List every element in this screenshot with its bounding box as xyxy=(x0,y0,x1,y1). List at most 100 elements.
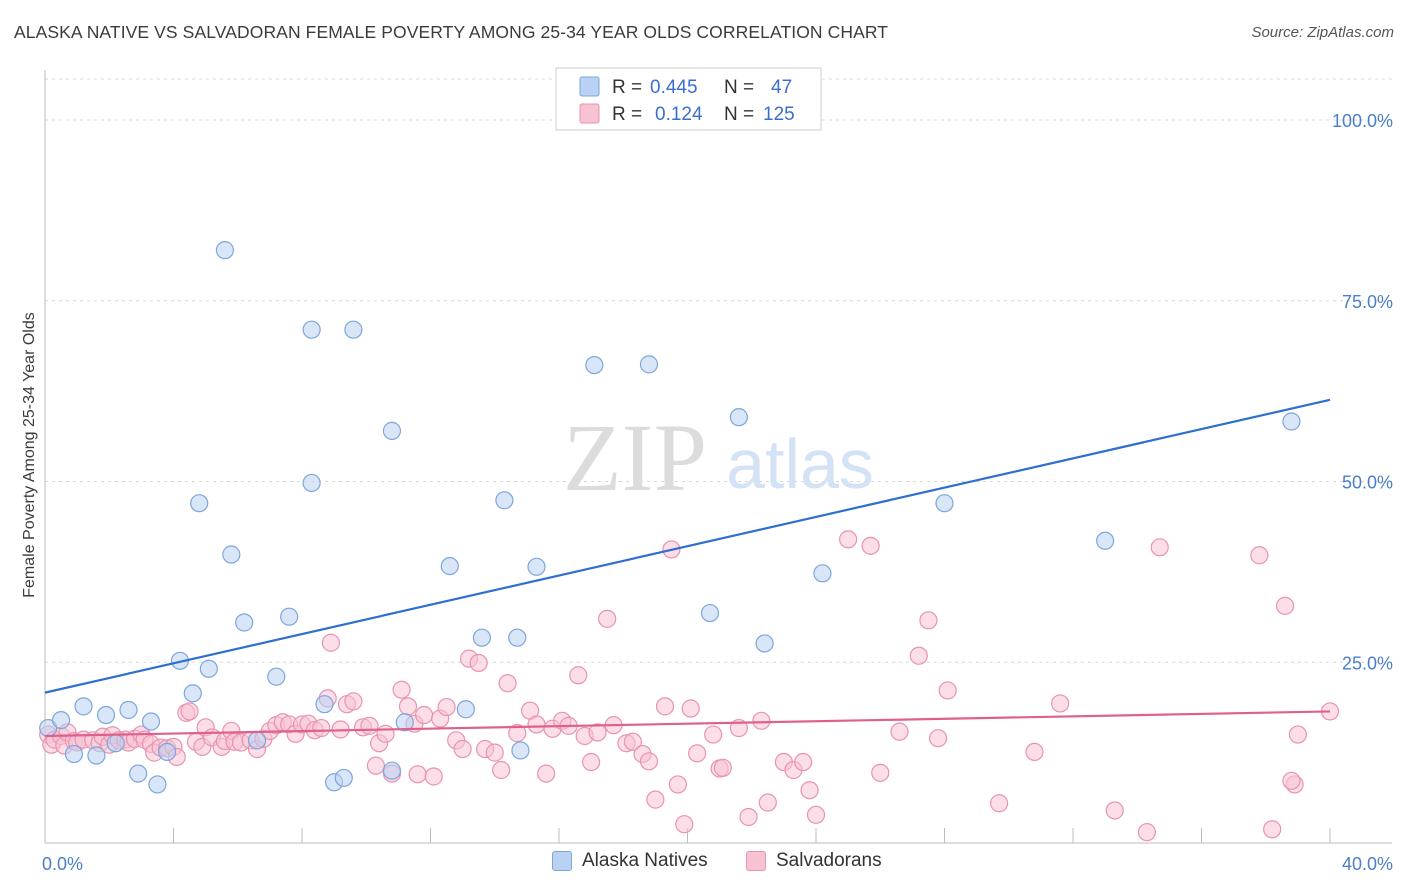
salvadoran-point-53 xyxy=(344,692,363,711)
alaska-point-2 xyxy=(64,744,84,764)
alaska-point-10 xyxy=(148,775,167,794)
legend-swatch-salvadorans xyxy=(579,103,600,124)
salvadoran-point-48 xyxy=(312,718,331,738)
salvadoran-point-102 xyxy=(713,758,732,777)
salvadoran-point-79 xyxy=(537,764,556,783)
salvadoran-point-123 xyxy=(1105,801,1124,820)
axes xyxy=(44,70,1392,844)
series-legend-swatch-pink xyxy=(746,851,766,871)
alaska-point-43 xyxy=(813,564,832,583)
salvadoran-point-100 xyxy=(704,725,723,744)
salvadoran-point-106 xyxy=(758,793,777,812)
gridlines xyxy=(45,78,1392,663)
alaska-point-9 xyxy=(141,712,161,731)
alaska-point-32 xyxy=(456,700,475,719)
salvadoran-point-105 xyxy=(752,711,771,730)
salvadoran-point-64 xyxy=(414,705,434,725)
salvadoran-point-83 xyxy=(569,666,588,685)
salvadoran-point-73 xyxy=(485,743,504,762)
watermark-zip: ZIP xyxy=(563,404,707,511)
salvadoran-point-97 xyxy=(675,815,694,834)
legend-n-label-1: N = xyxy=(724,77,754,98)
y-tick-label-25: 25.0% xyxy=(1342,653,1393,673)
salvadoran-point-127 xyxy=(1263,820,1282,839)
y-tick-label-100: 100.0% xyxy=(1332,111,1393,131)
chart-title: ALASKA NATIVE VS SALVADORAN FEMALE POVER… xyxy=(14,22,889,42)
salvadoran-point-86 xyxy=(588,723,607,742)
salvadoran-point-63 xyxy=(408,765,427,784)
series-legend-salvadorans: Salvadorans xyxy=(746,850,882,872)
salvadoran-point-130 xyxy=(1282,771,1301,790)
salvadoran-point-124 xyxy=(1137,823,1156,842)
legend-swatch-alaska-natives xyxy=(579,76,600,97)
legend-n-label-2: N = xyxy=(724,104,754,125)
alaska-point-17 xyxy=(222,545,241,564)
alaska-natives-points xyxy=(39,241,1301,794)
watermark-atlas: atlas xyxy=(726,425,874,503)
salvadoran-point-115 xyxy=(890,722,909,741)
salvadoran-point-61 xyxy=(398,697,418,716)
series-legend-swatch-blue xyxy=(552,851,572,871)
series-legend-alaska-natives: Alaska Natives xyxy=(552,850,708,872)
stats-legend: R = 0.445 N = 47 R = 0.124 N = 125 xyxy=(555,67,822,131)
salvadoran-point-113 xyxy=(861,536,880,555)
salvadoran-point-132 xyxy=(1288,725,1307,744)
alaska-point-11 xyxy=(157,742,177,762)
salvadoran-point-93 xyxy=(646,790,665,809)
alaska-point-21 xyxy=(280,607,299,626)
series-legend: Alaska Natives Salvadorans xyxy=(0,850,1406,880)
salvadoran-point-120 xyxy=(990,794,1009,813)
alaska-point-16 xyxy=(215,241,234,260)
alaska-point-45 xyxy=(1096,531,1115,550)
legend-r-value-2: 0.124 xyxy=(655,104,703,125)
salvadoran-point-90 xyxy=(623,732,642,751)
alaska-point-27 xyxy=(344,320,363,339)
legend-r-label-2: R = xyxy=(612,104,642,125)
alaska-point-40 xyxy=(700,603,720,623)
salvadoran-point-56 xyxy=(366,756,385,775)
salvadoran-point-92 xyxy=(639,752,659,771)
x-tick-label-min: 0.0% xyxy=(42,854,83,874)
alaska-point-23 xyxy=(302,320,321,339)
salvadoran-point-94 xyxy=(655,697,675,716)
alaska-point-33 xyxy=(472,628,491,647)
salvadoran-point-117 xyxy=(919,611,938,630)
salvadoran-point-60 xyxy=(392,680,411,699)
alaska-point-35 xyxy=(508,628,527,647)
alaska-point-6 xyxy=(106,734,125,753)
alaska-point-34 xyxy=(495,491,514,510)
salvadoran-point-118 xyxy=(928,729,948,748)
watermark: ZIP atlas xyxy=(563,404,874,511)
salvadoran-point-114 xyxy=(871,763,890,782)
y-tick-label-50: 50.0% xyxy=(1342,473,1393,493)
alaska-point-39 xyxy=(639,355,659,374)
salvadoran-point-27 xyxy=(180,702,199,721)
salvadoran-trend-line xyxy=(44,710,1331,738)
salvadoran-point-65 xyxy=(424,767,443,786)
salvadoran-point-104 xyxy=(739,807,758,827)
salvadoran-point-122 xyxy=(1051,694,1070,713)
alaska-point-8 xyxy=(129,764,148,783)
alaska-point-28 xyxy=(382,421,402,440)
salvadoran-point-71 xyxy=(469,653,488,673)
salvadoran-point-50 xyxy=(321,633,341,652)
alaska-point-31 xyxy=(440,556,459,576)
salvadoran-point-111 xyxy=(806,805,826,824)
alaska-point-14 xyxy=(190,494,209,513)
salvadoran-point-55 xyxy=(360,716,379,735)
alaska-point-38 xyxy=(585,355,604,375)
salvadoran-point-75 xyxy=(498,674,517,693)
salvadoran-point-85 xyxy=(582,752,601,772)
salvadoran-point-112 xyxy=(839,530,858,549)
salvadoran-point-98 xyxy=(681,699,700,718)
salvadoran-point-76 xyxy=(508,724,527,743)
tick-labels: 25.0% 50.0% 75.0% 100.0% 0.0% 40.0% xyxy=(42,111,1393,874)
alaska-point-4 xyxy=(87,746,106,765)
salvadoran-point-125 xyxy=(1150,538,1169,557)
salvadoran-point-116 xyxy=(909,646,928,665)
alaska-point-20 xyxy=(267,667,286,686)
salvadorans-points xyxy=(39,530,1340,842)
trend-lines xyxy=(44,398,1331,738)
alaska-point-3 xyxy=(74,697,93,716)
